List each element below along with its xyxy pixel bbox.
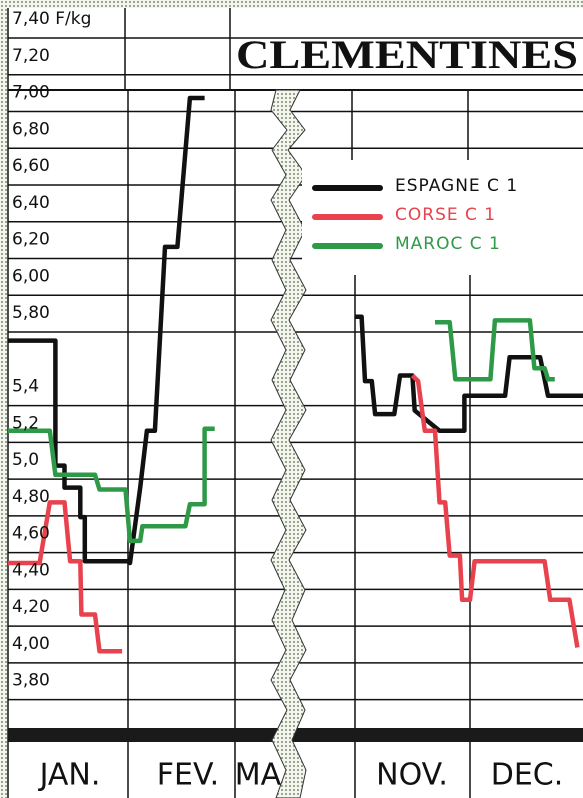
x-tick-label: FEV. (157, 758, 219, 793)
y-tick-label: 4,00 (12, 634, 50, 654)
y-tick-label: 6,60 (12, 156, 50, 176)
y-tick-label: 5,0 (12, 450, 39, 470)
x-tick-label: DEC. (491, 758, 564, 793)
series-line (8, 373, 580, 654)
y-tick-label: 6,40 (12, 193, 50, 213)
y-tick-label: 7,40 F/kg (12, 9, 91, 29)
month-band (8, 728, 583, 742)
legend: ESPAGNE C 1 CORSE C 1 MAROC C 1 (312, 176, 518, 254)
x-tick-label: NOV. (376, 758, 448, 793)
lines (8, 95, 583, 654)
y-tick-label: 5,80 (12, 303, 50, 323)
y-tick-label: 7,20 (12, 46, 50, 66)
x-tick-label: JAN. (38, 758, 101, 793)
y-tick-label: 7,00 (12, 83, 50, 103)
legend-label: ESPAGNE C 1 (395, 176, 518, 196)
y-tick-label: 4,40 (12, 560, 50, 580)
y-tick-label: 6,20 (12, 230, 50, 250)
x-tick-label: MA (235, 758, 282, 793)
legend-label: CORSE C 1 (395, 205, 496, 225)
legend-label: MAROC C 1 (395, 234, 501, 254)
y-tick-label: 5,2 (12, 413, 39, 433)
y-tick-label: 4,60 (12, 524, 50, 544)
y-tick-label: 5,4 (12, 377, 39, 397)
y-tick-label: 6,00 (12, 266, 50, 286)
dotted-edge (0, 0, 8, 798)
column-rules (7, 8, 471, 798)
y-tick-label: 6,80 (12, 119, 50, 139)
dotted-edge (0, 0, 583, 8)
series-line (8, 318, 555, 544)
labels: 7,40 F/kg 7,20 7,00 6,80 6,60 6,40 6,20 6,00 5,8… (12, 9, 563, 793)
y-tick-label: 3,80 (12, 671, 50, 691)
axis-break (270, 89, 307, 798)
y-tick-label: 4,80 (12, 487, 50, 507)
y-tick-label: 4,20 (12, 597, 50, 617)
series-line (8, 95, 583, 566)
chart-title: CLEMENTINES (236, 32, 578, 77)
